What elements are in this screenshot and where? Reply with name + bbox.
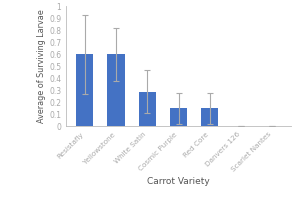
Bar — [76, 54, 93, 126]
X-axis label: Carrot Variety: Carrot Variety — [147, 177, 210, 186]
Bar — [139, 92, 156, 126]
Y-axis label: Average of Surviving Larvae: Average of Surviving Larvae — [37, 9, 46, 123]
Bar — [201, 109, 218, 126]
Bar — [170, 109, 187, 126]
Bar — [107, 54, 124, 126]
